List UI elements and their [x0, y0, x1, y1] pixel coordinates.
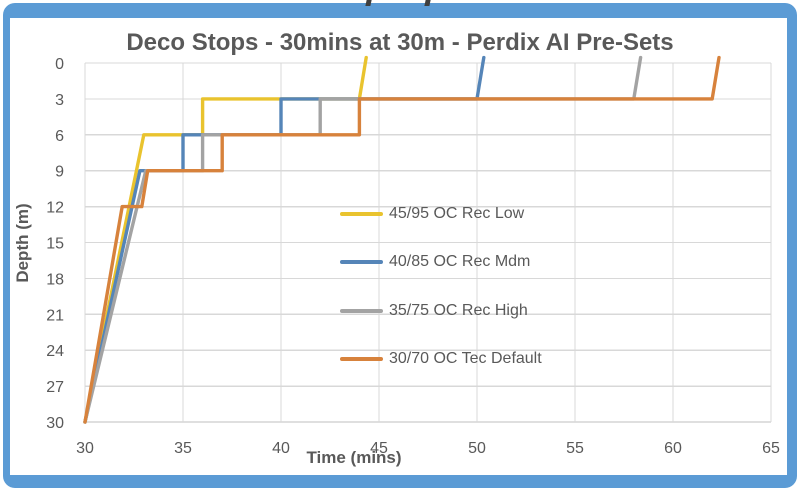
y-tick-label: 27	[46, 379, 64, 396]
y-tick-label: 3	[55, 92, 64, 109]
x-tick-label: 35	[174, 440, 192, 457]
y-tick-label: 0	[55, 56, 64, 73]
y-tick-label: 30	[46, 415, 64, 432]
legend-swatch-icon	[340, 260, 383, 264]
y-tick-label: 6	[55, 128, 64, 145]
legend-swatch-icon	[340, 309, 383, 313]
legend-entry: 30/70 OC Tec Default	[340, 350, 542, 368]
x-axis-title: Time (mins)	[306, 448, 402, 467]
chart-frame	[3, 3, 797, 488]
legend-entry: 45/95 OC Rec Low	[340, 205, 524, 223]
legend-swatch-icon	[340, 357, 383, 361]
y-tick-label: 24	[46, 343, 64, 360]
series-line-4	[83, 55, 721, 424]
legend-entry: 40/85 OC Rec Mdm	[340, 253, 530, 271]
x-tick-label: 55	[566, 440, 584, 457]
y-tick-label: 15	[46, 236, 64, 253]
x-tick-label: 65	[762, 440, 780, 457]
legend-entry: 35/75 OC Rec High	[340, 302, 528, 320]
chart-title: Deco Stops - 30mins at 30m - Perdix AI P…	[126, 29, 674, 56]
series-line-1	[83, 55, 368, 424]
y-tick-label: 9	[55, 164, 64, 181]
legend-label: 35/75 OC Rec High	[389, 302, 528, 319]
x-tick-label: 40	[272, 440, 290, 457]
x-tick-label: 45	[370, 440, 388, 457]
legend-label: 30/70 OC Tec Default	[389, 350, 542, 367]
x-tick-label: 30	[76, 440, 94, 457]
y-tick-label: 12	[46, 200, 64, 217]
y-tick-label: 18	[46, 271, 64, 288]
legend-swatch-icon	[340, 212, 383, 216]
legend-label: 40/85 OC Rec Mdm	[389, 253, 531, 270]
y-axis-title: Depth (m)	[13, 203, 32, 283]
legend-label: 45/95 OC Rec Low	[389, 205, 525, 222]
y-tick-label: 21	[46, 307, 64, 324]
x-tick-label: 50	[468, 440, 486, 457]
x-tick-label: 60	[664, 440, 682, 457]
